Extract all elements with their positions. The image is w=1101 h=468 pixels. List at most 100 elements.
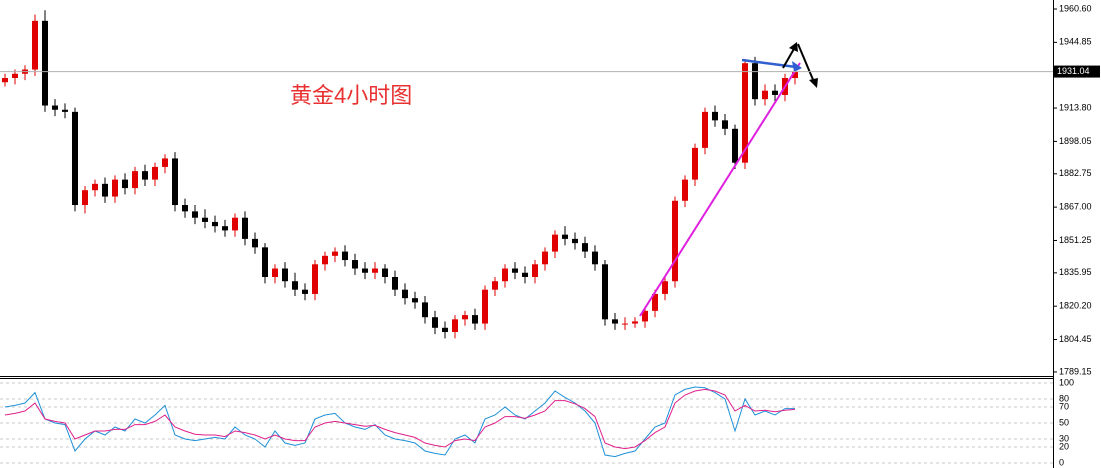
candle-body xyxy=(102,183,108,197)
candle-body xyxy=(52,105,58,110)
candle-body xyxy=(432,317,438,328)
y-tick-label: 100 xyxy=(1059,377,1074,387)
candle-body xyxy=(762,90,768,100)
candle-body xyxy=(722,120,728,129)
candle-body xyxy=(342,251,348,261)
candle-body xyxy=(462,315,468,320)
candle-body xyxy=(622,323,628,325)
candle-body xyxy=(362,268,368,273)
candle-body xyxy=(702,111,708,148)
current-price-box xyxy=(1054,65,1100,78)
candle-body xyxy=(612,319,618,324)
y-tick-label: 1944.85 xyxy=(1059,37,1092,47)
candle-body xyxy=(572,238,578,244)
candle-body xyxy=(62,109,68,112)
arrow xyxy=(782,46,796,69)
candle-body xyxy=(742,63,748,163)
candle-body xyxy=(272,268,278,277)
candle-body xyxy=(562,234,568,239)
candle-body xyxy=(652,293,658,311)
candle-body xyxy=(502,268,508,282)
candle-body xyxy=(72,111,78,206)
candle-body xyxy=(642,310,648,322)
candle-body xyxy=(352,260,358,269)
candle-body xyxy=(212,221,218,227)
y-tick-label: 1789.15 xyxy=(1059,366,1092,376)
candle-body xyxy=(712,111,718,121)
candle-body xyxy=(752,63,758,100)
y-tick-label: 1835.95 xyxy=(1059,267,1092,277)
candle-body xyxy=(122,179,128,189)
candle-body xyxy=(322,255,328,265)
candle-body xyxy=(262,247,268,277)
candle-body xyxy=(282,268,288,282)
annotation: 黄金4小时图 xyxy=(290,83,412,108)
y-tick-label: 80 xyxy=(1059,393,1069,403)
y-tick-label: 1882.75 xyxy=(1059,168,1092,178)
arrow xyxy=(797,43,815,83)
candle-body xyxy=(372,268,378,273)
y-tick-label: 70 xyxy=(1059,401,1069,411)
candle-body xyxy=(452,319,458,333)
candle-body xyxy=(692,147,698,180)
candle-body xyxy=(302,289,308,294)
candle-body xyxy=(222,226,228,231)
candle-body xyxy=(792,71,798,79)
candle-body xyxy=(592,251,598,265)
candle-body xyxy=(142,171,148,180)
indicator-line xyxy=(4,388,796,450)
candle-body xyxy=(202,217,208,222)
candle-body xyxy=(32,20,38,70)
candle-body xyxy=(682,179,688,201)
candle-body xyxy=(532,264,538,277)
candle-body xyxy=(132,171,138,189)
candle-body xyxy=(242,217,248,239)
candle-body xyxy=(172,158,178,206)
candle-body xyxy=(332,251,338,256)
candle-body xyxy=(152,166,158,180)
candle-body xyxy=(482,289,488,324)
candle-body xyxy=(632,321,638,324)
candle-body xyxy=(552,234,558,252)
candle-body xyxy=(542,251,548,265)
candle-body xyxy=(12,73,18,79)
y-tick-label: 1898.05 xyxy=(1059,136,1092,146)
y-tick-label: 1867.00 xyxy=(1059,202,1092,212)
candle-body xyxy=(382,268,388,277)
candle-body xyxy=(582,243,588,252)
y-tick-label: 50 xyxy=(1059,417,1069,427)
candle-body xyxy=(112,179,118,197)
candle-body xyxy=(192,211,198,218)
candle-body xyxy=(672,200,678,282)
y-tick-label: 1820.20 xyxy=(1059,301,1092,311)
y-tick-label: 0 xyxy=(1059,457,1064,467)
arrow xyxy=(741,58,797,69)
candle-body xyxy=(522,272,528,277)
candle-body xyxy=(232,217,238,231)
candle-body xyxy=(772,90,778,95)
candle-body xyxy=(442,327,448,333)
candle-body xyxy=(512,268,518,273)
arrow-head xyxy=(792,61,802,72)
candle-body xyxy=(182,205,188,212)
y-tick-label: 1804.45 xyxy=(1059,334,1092,344)
y-tick-label: 1851.25 xyxy=(1059,235,1092,245)
y-tick-label: 1913.80 xyxy=(1059,102,1092,112)
y-tick-label: 30 xyxy=(1059,433,1069,443)
candle-body xyxy=(312,264,318,294)
candle-body xyxy=(292,281,298,290)
candle-body xyxy=(662,281,668,294)
indicator-line xyxy=(4,386,795,458)
candle-body xyxy=(402,289,408,299)
trend-line xyxy=(639,62,801,317)
candle-body xyxy=(392,276,398,290)
arrow-head xyxy=(789,42,798,52)
y-tick-label: 1960.60 xyxy=(1059,3,1092,13)
candle-body xyxy=(602,264,608,320)
y-tick-label: 20 xyxy=(1059,441,1069,451)
arrow-head xyxy=(809,78,818,88)
candle-body xyxy=(252,238,258,248)
candle-body xyxy=(42,20,48,106)
